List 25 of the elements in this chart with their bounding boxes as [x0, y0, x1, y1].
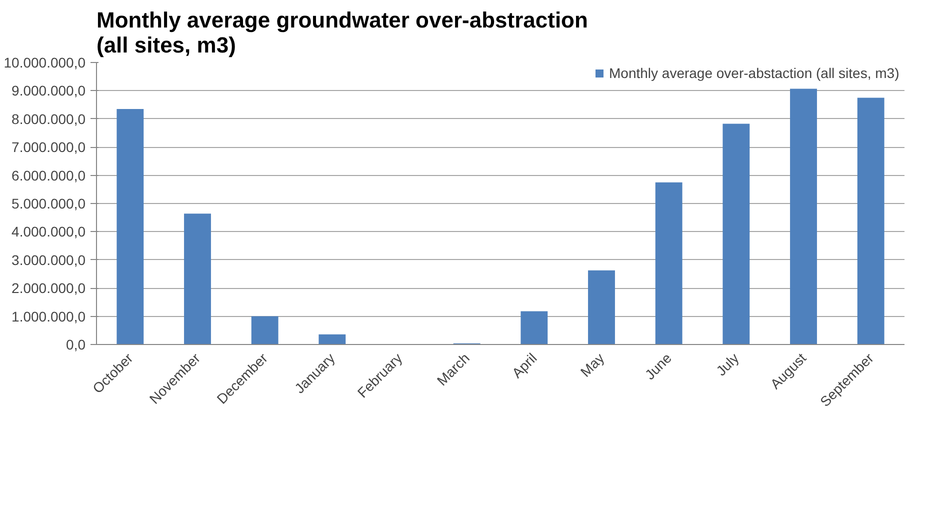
y-tick-label: 4.000.000,0 [12, 224, 86, 240]
bar [116, 109, 144, 344]
legend-label: Monthly average over-abstaction (all sites, m3) [609, 65, 900, 81]
y-tick-label: 0,0 [66, 336, 86, 352]
y-tick-label: 9.000.000,0 [12, 82, 86, 99]
y-tick-label: 10.000.000,0 [4, 54, 86, 70]
x-tick-label: July [712, 350, 742, 379]
chart-title: Monthly average groundwater over-abstraction (all sites, m3) [96, 8, 588, 58]
y-tick-label: 7.000.000,0 [12, 139, 86, 156]
bar [857, 98, 884, 344]
y-tick-label: 2.000.000,0 [12, 280, 86, 296]
y-tick-label: 1.000.000,0 [12, 308, 86, 324]
x-tick-label: May [577, 350, 608, 380]
y-tick-label: 8.000.000,0 [12, 110, 86, 127]
bar [722, 124, 750, 344]
bar [251, 316, 278, 344]
bar [588, 270, 615, 344]
bar [790, 88, 817, 344]
bar [520, 311, 548, 344]
y-tick-label: 5.000.000,0 [12, 196, 86, 212]
y-tick-label: 3.000.000,0 [12, 252, 86, 268]
bar [318, 334, 346, 344]
bar [655, 182, 682, 344]
bar [184, 214, 211, 344]
y-tick-label: 6.000.000,0 [12, 167, 86, 184]
